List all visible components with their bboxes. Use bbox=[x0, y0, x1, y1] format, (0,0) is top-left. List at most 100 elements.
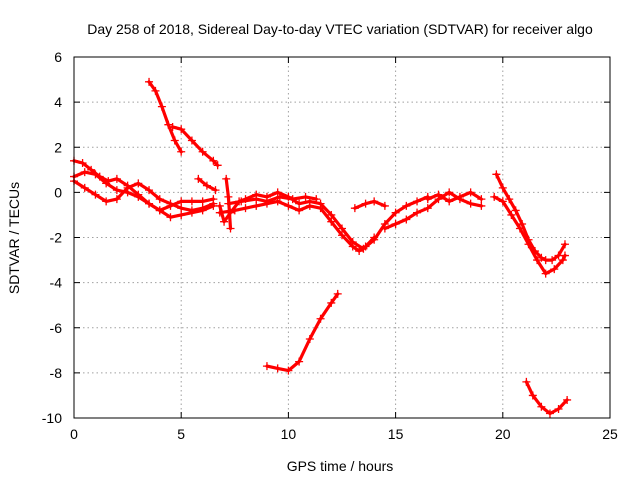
data-point bbox=[402, 215, 411, 224]
series-track-7 bbox=[215, 188, 432, 253]
data-point bbox=[211, 186, 220, 195]
data-point bbox=[168, 122, 177, 131]
data-point bbox=[528, 391, 537, 400]
series-line bbox=[353, 199, 387, 210]
data-point bbox=[560, 240, 569, 249]
data-point bbox=[166, 199, 175, 208]
data-point bbox=[155, 206, 164, 215]
data-point bbox=[455, 192, 464, 201]
data-point bbox=[78, 159, 87, 168]
series-line bbox=[218, 199, 376, 253]
data-point bbox=[112, 186, 121, 195]
data-point bbox=[295, 357, 304, 366]
data-point bbox=[252, 201, 261, 210]
data-point bbox=[333, 289, 342, 298]
series-line bbox=[494, 172, 567, 262]
data-point bbox=[177, 204, 186, 213]
data-point bbox=[252, 195, 261, 204]
data-point bbox=[327, 217, 336, 226]
data-point bbox=[295, 206, 304, 215]
data-point bbox=[241, 204, 250, 213]
data-point bbox=[215, 208, 224, 217]
data-point bbox=[548, 256, 557, 265]
data-point bbox=[537, 402, 546, 411]
data-point bbox=[338, 231, 346, 240]
series-track-9 bbox=[224, 192, 321, 208]
data-point bbox=[550, 265, 559, 274]
series-layer bbox=[70, 77, 572, 418]
data-point bbox=[145, 199, 154, 208]
x-tick-label: 0 bbox=[70, 426, 78, 442]
data-point bbox=[507, 210, 516, 219]
data-point bbox=[164, 120, 173, 129]
data-point bbox=[187, 206, 196, 215]
data-point bbox=[166, 213, 175, 222]
x-tick-label: 25 bbox=[602, 426, 618, 442]
y-tick-label: 6 bbox=[54, 49, 62, 65]
data-point bbox=[348, 242, 357, 251]
data-point bbox=[402, 201, 411, 210]
data-point bbox=[515, 224, 524, 233]
y-tick-label: -10 bbox=[42, 410, 62, 426]
data-point bbox=[316, 314, 325, 323]
data-point bbox=[295, 199, 304, 208]
x-tick-label: 15 bbox=[388, 426, 404, 442]
data-point bbox=[145, 186, 154, 195]
axis-ticks: 0 5 10 15 20 25 -10 -8 -6 -4 -2 0 2 4 6 bbox=[42, 49, 618, 442]
data-point bbox=[262, 362, 271, 371]
data-point bbox=[305, 335, 314, 344]
data-point bbox=[215, 201, 224, 210]
data-point bbox=[380, 201, 389, 210]
series-track-10 bbox=[222, 174, 235, 233]
series-track-4 bbox=[145, 77, 186, 156]
data-point bbox=[524, 240, 533, 249]
data-point bbox=[312, 195, 321, 204]
data-point bbox=[498, 183, 507, 192]
data-point bbox=[170, 136, 179, 145]
data-point bbox=[445, 188, 454, 197]
data-point bbox=[466, 199, 475, 208]
data-point bbox=[380, 224, 389, 233]
grid bbox=[74, 57, 610, 418]
data-point bbox=[445, 197, 454, 206]
data-point bbox=[80, 168, 89, 177]
data-point bbox=[209, 156, 218, 165]
data-point bbox=[490, 192, 499, 201]
data-point bbox=[288, 195, 297, 204]
data-point bbox=[194, 174, 203, 183]
y-tick-label: -8 bbox=[50, 365, 63, 381]
data-point bbox=[391, 219, 400, 228]
data-point bbox=[301, 192, 310, 201]
data-point bbox=[545, 409, 554, 418]
data-point bbox=[558, 256, 567, 265]
series-track-1 bbox=[70, 156, 218, 222]
data-point bbox=[80, 183, 89, 192]
series-line bbox=[492, 195, 567, 276]
data-point bbox=[123, 183, 132, 192]
series-line bbox=[265, 292, 340, 373]
y-tick-label: -2 bbox=[50, 230, 63, 246]
data-point bbox=[112, 195, 121, 204]
data-point bbox=[91, 190, 100, 199]
data-point bbox=[466, 188, 475, 197]
y-tick-label: -4 bbox=[50, 275, 63, 291]
data-point bbox=[213, 161, 222, 170]
data-point bbox=[157, 102, 166, 111]
data-point bbox=[262, 197, 271, 206]
data-point bbox=[370, 197, 379, 206]
data-point bbox=[187, 197, 196, 206]
y-tick-label: 0 bbox=[54, 184, 62, 200]
chart-title: Day 258 of 2018, Sidereal Day-to-day VTE… bbox=[87, 21, 593, 37]
series-track-6 bbox=[194, 174, 220, 195]
data-point bbox=[361, 242, 370, 251]
data-point bbox=[102, 197, 111, 206]
series-track-16 bbox=[490, 192, 569, 278]
x-tick-label: 5 bbox=[177, 426, 185, 442]
data-point bbox=[177, 210, 186, 219]
data-point bbox=[145, 77, 154, 86]
data-point bbox=[202, 181, 211, 190]
data-point bbox=[338, 224, 346, 233]
series-track-14 bbox=[423, 188, 486, 206]
data-point bbox=[226, 224, 235, 233]
